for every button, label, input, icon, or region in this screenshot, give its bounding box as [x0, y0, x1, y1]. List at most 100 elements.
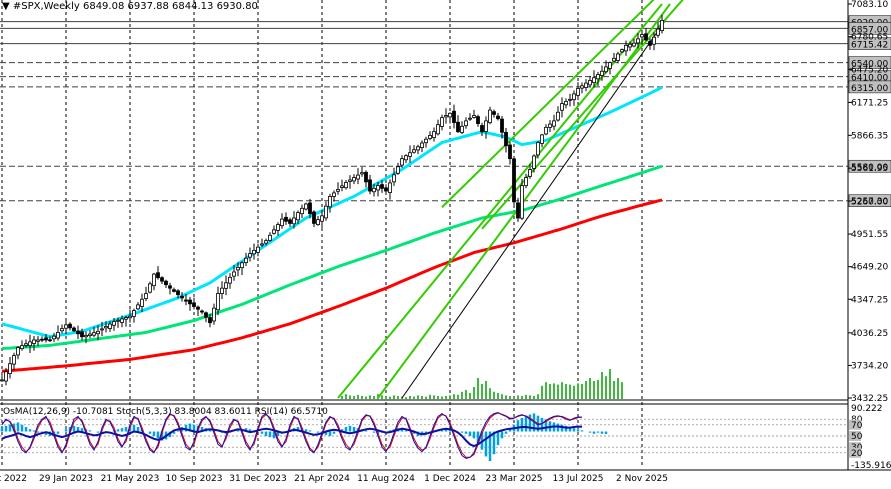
price-tick-label: 4036.25 [851, 329, 888, 339]
candle-body [280, 218, 284, 227]
candle-body [32, 339, 36, 344]
candle-body [236, 266, 240, 271]
candle-body [580, 85, 584, 89]
ema-200-line [1, 198, 663, 373]
candle-body [288, 219, 292, 224]
candle-body [12, 355, 16, 365]
candle-body [404, 155, 408, 161]
candle-body [176, 290, 180, 296]
candle-body [480, 125, 484, 133]
time-tick-label: 9 Oct 2022 [0, 474, 27, 484]
candle-body [308, 202, 312, 215]
candle-body [252, 249, 256, 255]
time-tick-label: 31 Dec 2023 [229, 474, 287, 484]
candle-body [376, 185, 380, 191]
candle-body [416, 146, 420, 151]
candle-body [40, 338, 44, 341]
price-tick-label: 5257.30 [851, 197, 888, 207]
candle-body [600, 70, 604, 77]
candle-body [532, 155, 536, 169]
candle-body [244, 257, 248, 263]
candle-body [516, 202, 520, 219]
candle-body [156, 272, 160, 279]
candle-body [448, 112, 452, 118]
candle-body [636, 38, 640, 44]
candle-body [160, 277, 164, 282]
time-tick-label: 13 Jul 2025 [553, 474, 604, 484]
candle-body [76, 330, 80, 335]
candle-body [128, 315, 132, 319]
candle-body [432, 131, 436, 139]
level-label-box [848, 37, 891, 50]
candle-body [248, 253, 252, 258]
osc-tick-label: 90.222 [851, 404, 883, 414]
channel-line [441, 0, 655, 208]
price-tick-label: 3432.25 [851, 394, 888, 404]
candle-body [504, 131, 508, 147]
candle-body [184, 299, 188, 302]
level-label: 6715.42 [851, 41, 888, 51]
osc-level-box [849, 442, 861, 453]
channel-line [481, 0, 684, 230]
candle-body [484, 120, 488, 132]
candle-body [592, 77, 596, 83]
candle-body [632, 42, 636, 47]
price-tick-label: 6780.65 [851, 33, 888, 43]
candle-body [492, 111, 496, 115]
candle-body [544, 126, 548, 135]
candle-body [392, 174, 396, 183]
candle-body [616, 53, 620, 61]
candle-body [660, 20, 664, 31]
level-label: 6540.00 [851, 60, 888, 70]
rsi-label: RSI(14) 66.5710 [254, 407, 328, 417]
candle-body [168, 285, 172, 289]
candle-body [640, 34, 644, 38]
candle-body [540, 134, 544, 144]
level-label-box [848, 80, 891, 94]
candle-body [152, 273, 156, 287]
candle-body [496, 115, 500, 120]
candle-body [656, 28, 660, 36]
ema-144-line [1, 164, 663, 351]
candle-body [324, 205, 328, 219]
candle-body [328, 196, 332, 208]
level-label-box [848, 159, 891, 173]
price-tick-label: 6171.25 [851, 98, 888, 108]
price-tick-label: 4951.55 [851, 230, 888, 240]
candle-body [332, 192, 336, 197]
candle-body [28, 341, 32, 347]
stoch-signal-line [1, 412, 583, 458]
candle-body [268, 234, 272, 241]
candle-body [256, 246, 260, 253]
candle-body [92, 332, 96, 336]
candle-body [144, 293, 148, 299]
candle-body [172, 289, 176, 292]
candle-body [624, 44, 628, 52]
bearish-arrow-icon: ▼ [2, 1, 10, 12]
candle-body [572, 93, 576, 101]
candle-body [460, 125, 464, 133]
candle-body [560, 103, 564, 111]
candle-body [464, 120, 468, 127]
stoch-main-line [1, 411, 583, 459]
candle-body [348, 179, 352, 182]
candle-body [556, 111, 560, 121]
price-tick-label: 5866.35 [851, 131, 888, 141]
time-tick-label: 23 Mar 2025 [485, 474, 542, 484]
candle-body [596, 74, 600, 80]
candle-body [536, 142, 540, 156]
price-tick-label: 3734.20 [851, 361, 888, 371]
candle-body [108, 323, 112, 329]
candle-body [284, 216, 288, 222]
time-tick-label: 29 Jan 2023 [39, 474, 93, 484]
candle-body [264, 240, 268, 244]
candle-body [644, 33, 648, 41]
candle-body [336, 189, 340, 192]
candle-body [8, 363, 12, 375]
candle-body [352, 177, 356, 182]
osc-tick-label: 20 [851, 449, 863, 459]
candle-body [64, 324, 68, 329]
candle-body [196, 306, 200, 310]
candle-body [124, 317, 128, 320]
